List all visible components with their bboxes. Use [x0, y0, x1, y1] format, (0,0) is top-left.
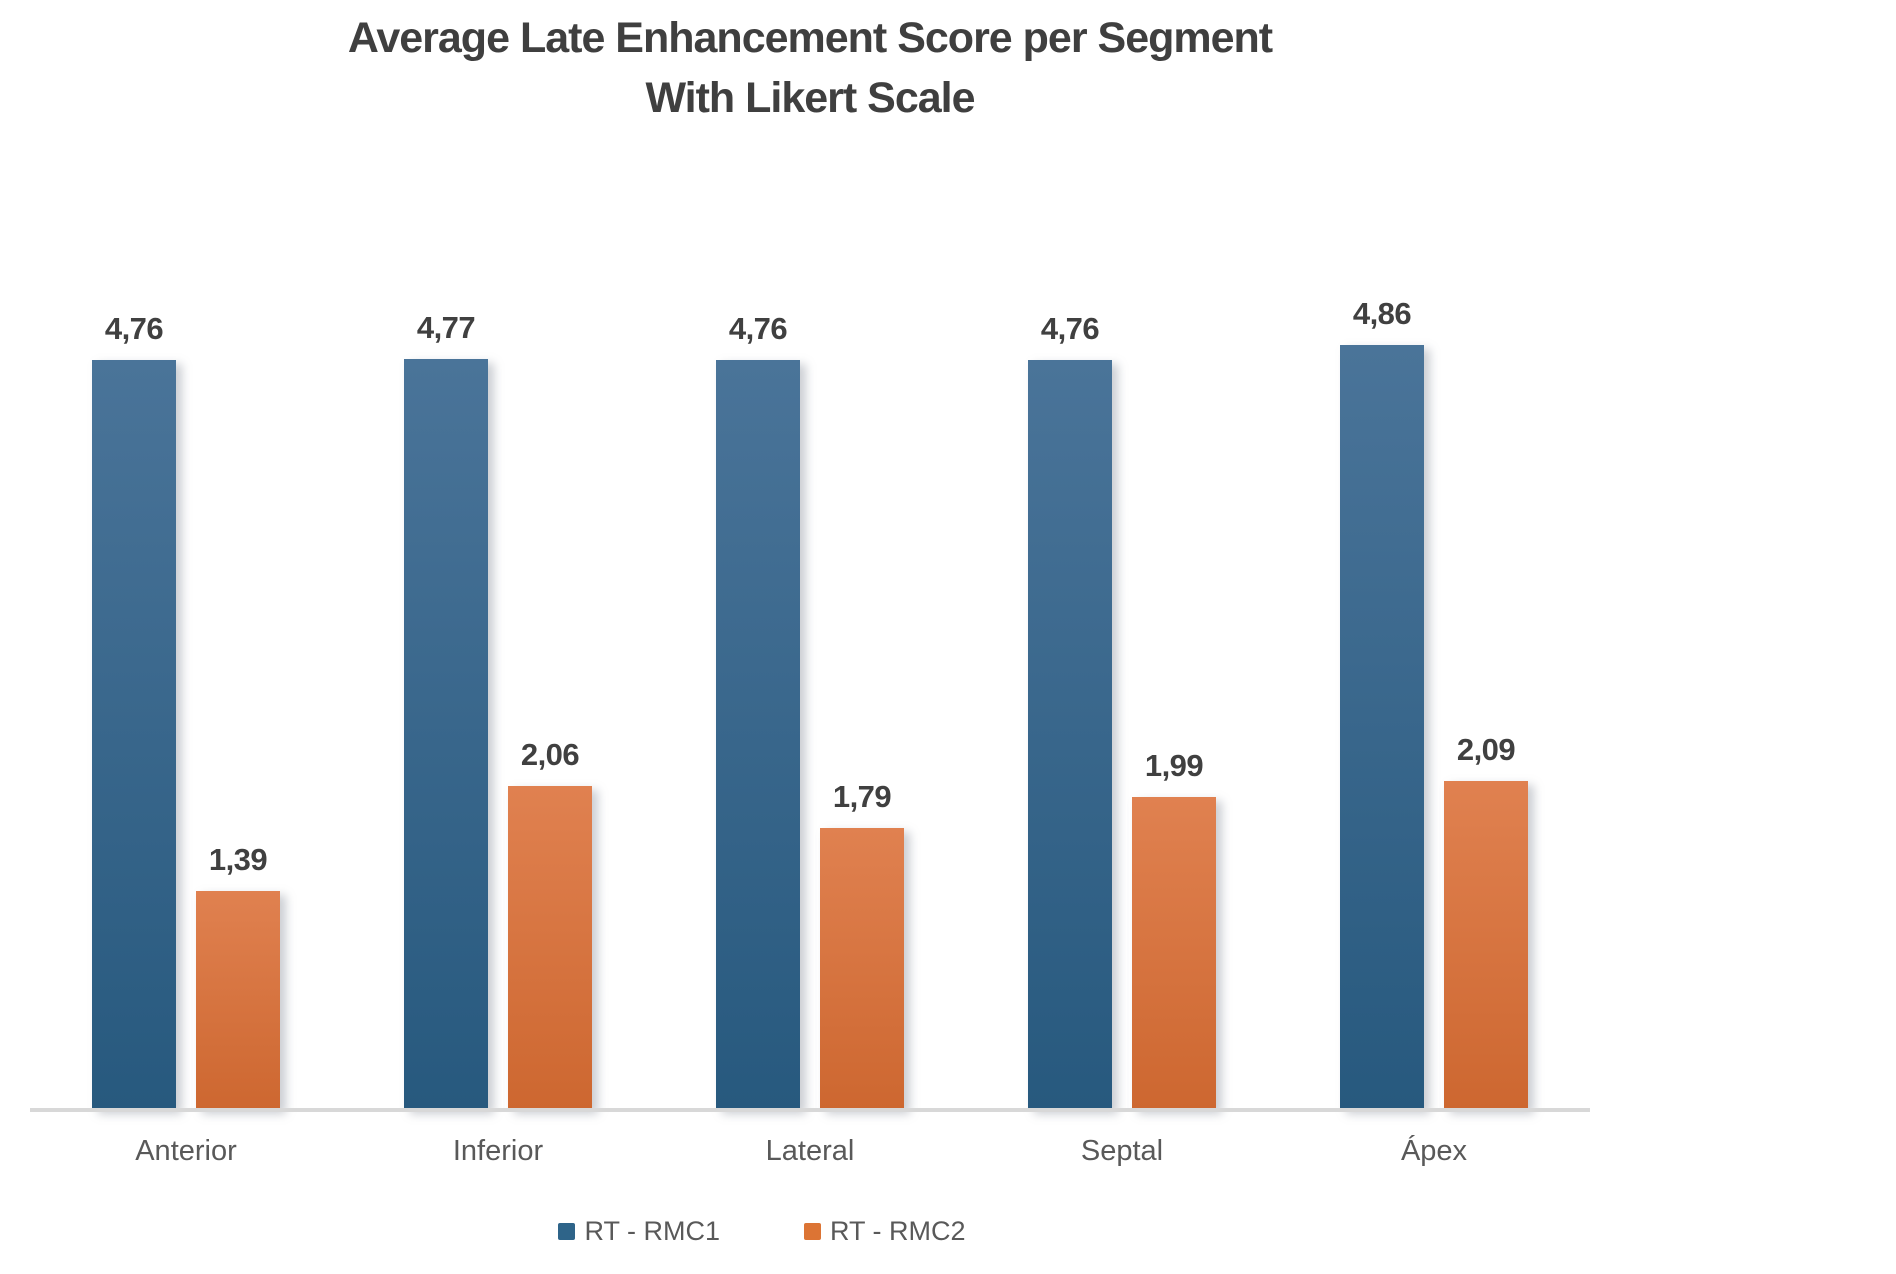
category-label-apex: Ápex [1400, 1135, 1468, 1167]
legend-swatch-rmc1-icon [558, 1223, 576, 1240]
bar-rmc1-apex [1340, 345, 1424, 1110]
bar-rmc2-inferior [508, 786, 592, 1110]
chart-legend: RT - RMC1 RT - RMC2 [0, 1216, 1542, 1247]
bar-group-septal: 4,76 1,99 [966, 311, 1278, 1110]
bar-col-rmc1-inferior: 4,77 [404, 310, 488, 1110]
value-label-rmc2-inferior: 2,06 [520, 737, 580, 772]
value-label-rmc1-anterior: 4,76 [104, 311, 164, 346]
bar-rmc1-septal [1028, 360, 1112, 1110]
bar-rmc2-septal [1132, 797, 1216, 1110]
category-label-anterior: Anterior [135, 1135, 237, 1167]
value-label-rmc2-anterior: 1,39 [208, 842, 268, 877]
value-label-rmc2-septal: 1,99 [1144, 748, 1204, 783]
chart-title: Average Late Enhancement Score per Segme… [30, 8, 1590, 128]
bar-col-rmc1-septal: 4,76 [1028, 311, 1112, 1110]
bar-col-rmc1-lateral: 4,76 [716, 311, 800, 1110]
value-label-rmc1-inferior: 4,77 [416, 310, 476, 345]
legend-swatch-rmc2-icon [804, 1223, 821, 1240]
category-label-septal: Septal [1080, 1135, 1164, 1167]
category-axis: Anterior Inferior Lateral Septal Ápex [30, 1135, 1590, 1168]
category-label-lateral: Lateral [765, 1135, 855, 1167]
legend-label-rmc1: RT - RMC1 [584, 1216, 720, 1246]
bar-col-rmc2-anterior: 1,39 [196, 842, 280, 1110]
bar-group-inferior: 4,77 2,06 [342, 310, 654, 1110]
bar-col-rmc2-apex: 2,09 [1444, 732, 1528, 1110]
bar-col-rmc1-apex: 4,86 [1340, 296, 1424, 1110]
bar-col-rmc2-inferior: 2,06 [508, 737, 592, 1110]
value-label-rmc2-apex: 2,09 [1456, 732, 1516, 767]
legend-label-rmc2: RT - RMC2 [830, 1216, 966, 1246]
bar-rmc2-lateral [820, 828, 904, 1110]
value-label-rmc1-lateral: 4,76 [728, 311, 788, 346]
bar-rmc1-lateral [716, 360, 800, 1110]
bar-group-apex: 4,86 2,09 [1278, 296, 1590, 1110]
bar-rmc2-anterior [196, 891, 280, 1110]
bar-col-rmc1-anterior: 4,76 [92, 311, 176, 1110]
value-label-rmc2-lateral: 1,79 [832, 779, 892, 814]
chart-title-line1: Average Late Enhancement Score per Segme… [347, 14, 1273, 62]
chart-title-line2: With Likert Scale [645, 74, 975, 122]
legend-item-rmc2: RT - RMC2 [804, 1216, 966, 1247]
bar-col-rmc2-lateral: 1,79 [820, 779, 904, 1110]
bar-col-rmc2-septal: 1,99 [1132, 748, 1216, 1110]
value-label-rmc1-apex: 4,86 [1352, 296, 1412, 331]
legend-item-rmc1: RT - RMC1 [558, 1216, 720, 1247]
plot-area: 4,76 1,39 4,77 2,06 4,76 [30, 210, 1590, 1110]
bar-rmc1-anterior [92, 360, 176, 1110]
bar-rmc2-apex [1444, 781, 1528, 1110]
category-label-inferior: Inferior [452, 1135, 544, 1167]
bar-rmc1-inferior [404, 359, 488, 1110]
bar-group-anterior: 4,76 1,39 [30, 311, 342, 1110]
bar-group-lateral: 4,76 1,79 [654, 311, 966, 1110]
x-axis-line [30, 1108, 1590, 1112]
value-label-rmc1-septal: 4,76 [1040, 311, 1100, 346]
